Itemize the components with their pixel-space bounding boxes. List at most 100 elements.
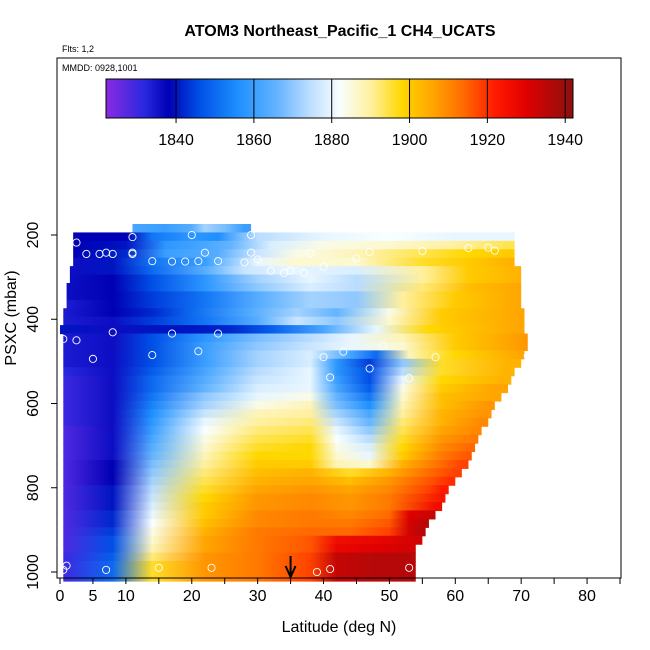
sample-point <box>490 246 499 255</box>
colorbar-ticks: 1840 1860 1880 1900 1920 1940 <box>158 79 583 149</box>
sample-point <box>154 563 163 572</box>
heatmap-layer <box>66 291 522 301</box>
sample-point <box>405 563 414 572</box>
y-tick-label: 800 <box>25 474 42 501</box>
heatmap-layer <box>66 299 522 309</box>
sample-point <box>181 257 190 266</box>
sample-point <box>148 351 157 360</box>
heatmap-layer <box>73 249 515 259</box>
heatmap-layer <box>63 527 426 537</box>
sample-point <box>319 262 328 271</box>
flights-note: Flts: 1,2 <box>62 44 94 54</box>
sample-point <box>319 353 328 362</box>
sample-point <box>95 249 104 259</box>
heatmap-layer <box>73 257 515 267</box>
x-tick-label: 30 <box>249 588 267 605</box>
heatmap-layer <box>63 316 525 326</box>
heatmap-layer <box>63 502 443 512</box>
colorbar-tick-label: 1860 <box>236 132 272 149</box>
colorbar-tick-label: 1900 <box>392 132 428 149</box>
heatmap-layer <box>63 409 492 419</box>
x-tick-label: 80 <box>578 588 596 605</box>
heatmap-layer <box>63 341 528 351</box>
sample-point <box>167 257 177 266</box>
sample-point <box>523 351 532 360</box>
sample-point <box>352 254 361 263</box>
sample-point <box>365 247 374 256</box>
colorbar-tick-label: 1880 <box>314 132 350 149</box>
sample-point <box>200 248 209 257</box>
sample-point <box>326 373 335 382</box>
y-tick-label: 1000 <box>25 554 42 590</box>
heatmap-layer <box>60 325 525 335</box>
sample-point <box>299 268 308 277</box>
sample-point <box>207 563 216 572</box>
sample-point <box>72 336 81 345</box>
heatmap-layer <box>73 240 515 250</box>
x-tick-label: 70 <box>512 588 530 605</box>
heatmap-layer <box>69 274 522 284</box>
sample-point <box>306 249 315 258</box>
sample-point <box>82 249 91 259</box>
sample-point <box>253 255 262 264</box>
latitude-arrow <box>284 556 297 580</box>
sample-point <box>240 258 249 267</box>
heatmap-layer <box>69 266 522 276</box>
y-tick-label: 200 <box>25 222 42 249</box>
x-tick-label: 5 <box>88 588 97 605</box>
sample-point <box>148 257 157 266</box>
heatmap-layer <box>63 476 456 486</box>
heatmap-layer <box>63 308 525 318</box>
heatmap-layer <box>63 535 423 545</box>
x-tick-label: 40 <box>315 588 333 605</box>
sample-point <box>286 266 295 275</box>
sample-point <box>108 328 117 337</box>
sample-point <box>59 565 68 574</box>
sample-point <box>405 374 414 383</box>
heatmap-layer <box>63 552 416 562</box>
colorbar-tick-label: 1840 <box>158 132 194 149</box>
heatmap-layer <box>63 426 482 436</box>
heatmap-layers <box>60 224 528 582</box>
arrow-head <box>284 565 297 580</box>
sample-point <box>128 233 137 242</box>
heatmap-layer <box>73 232 515 242</box>
sample-point <box>214 329 223 338</box>
heatmap-layer <box>63 468 462 478</box>
sample-point <box>431 353 440 362</box>
heatmap-layer <box>63 451 472 461</box>
x-tick-label: 0 <box>56 588 65 605</box>
x-tick-label: 10 <box>117 588 135 605</box>
colorbar-tick-label: 1920 <box>470 132 506 149</box>
sample-point <box>326 565 335 574</box>
heatmap-layer <box>63 485 449 495</box>
sample-point <box>102 565 111 574</box>
sample-point <box>187 230 196 240</box>
y-axis-label: PSXC (mbar) <box>3 270 20 365</box>
y-tick-label: 400 <box>25 306 42 333</box>
sample-point <box>194 257 203 266</box>
sample-point <box>214 257 223 266</box>
sample-point <box>339 347 348 356</box>
sample-point <box>72 238 81 247</box>
sample-point <box>484 243 493 252</box>
colorbar-gradient <box>105 78 574 119</box>
dates-note: MMDD: 0928,1001 <box>62 63 138 73</box>
chart-title: ATOM3 Northeast_Pacific_1 CH4_UCATS <box>184 23 496 40</box>
sample-points <box>59 230 532 577</box>
heatmap-layer <box>63 417 489 427</box>
heatmap-layer <box>63 544 416 554</box>
sample-point <box>378 341 387 350</box>
heatmap-layer <box>63 561 416 582</box>
colorbar-tick-label: 1940 <box>547 132 583 149</box>
heatmap-layer <box>63 400 495 410</box>
heatmap-layer <box>63 518 429 528</box>
x-tick-label: 60 <box>446 588 464 605</box>
sample-point <box>247 230 256 240</box>
y-axis: 200 400 600 800 1000 <box>25 222 58 590</box>
heatmap-layer <box>63 358 522 368</box>
sample-point <box>194 347 203 356</box>
x-axis: 0 5 10 20 30 40 50 60 70 80 <box>56 577 621 605</box>
colorbar: 1840 1860 1880 1900 1920 1940 <box>105 78 583 149</box>
